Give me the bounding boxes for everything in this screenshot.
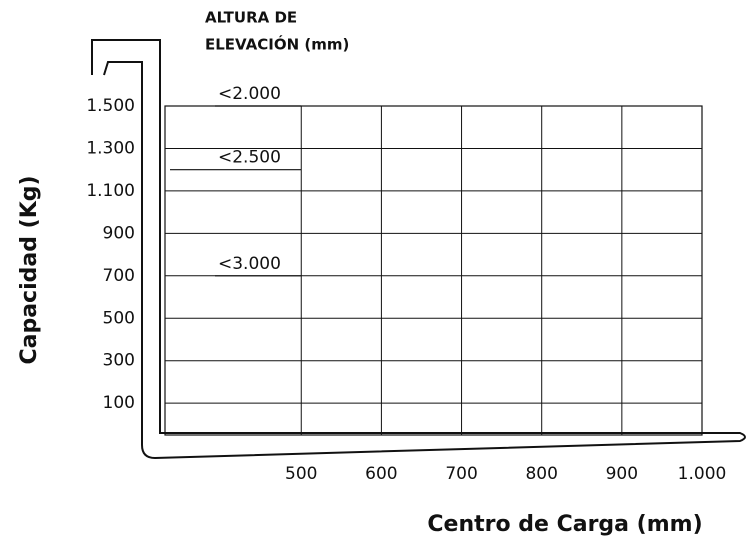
x-tick-label: 600 — [365, 464, 397, 484]
y-tick-label: 300 — [103, 351, 135, 371]
y-tick-label: 100 — [103, 393, 135, 413]
y-tick-label: 1.500 — [86, 96, 135, 116]
x-tick-label: 500 — [285, 464, 317, 484]
series-label: <2.000 — [218, 84, 281, 104]
y-axis-label: Capacidad (Kg) — [17, 175, 42, 364]
y-tick-label: 1.100 — [86, 181, 135, 201]
fork-outline — [91, 39, 746, 460]
x-tick-label: 700 — [445, 464, 477, 484]
y-tick-label: 500 — [103, 308, 135, 328]
series-label: <3.000 — [218, 254, 281, 274]
legend-title: ELEVACIÓN (mm) — [205, 35, 349, 54]
x-tick-label: 1.000 — [678, 464, 727, 484]
legend-title: ALTURA DE — [205, 9, 297, 27]
x-tick-label: 800 — [525, 464, 557, 484]
y-tick-label: 900 — [103, 223, 135, 243]
x-tick-label: 900 — [606, 464, 638, 484]
series-label: <2.500 — [218, 148, 281, 168]
y-tick-label: 700 — [103, 266, 135, 286]
y-tick-label: 1.300 — [86, 138, 135, 158]
x-axis-label: Centro de Carga (mm) — [427, 512, 702, 537]
